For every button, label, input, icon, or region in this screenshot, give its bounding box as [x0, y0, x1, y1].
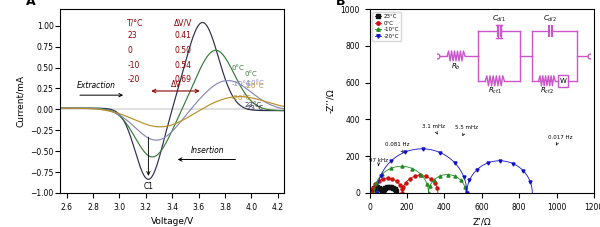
Text: A: A	[26, 0, 36, 8]
-10°C	[463, 192, 470, 194]
Text: 3.1 mHz: 3.1 mHz	[422, 123, 445, 134]
23°C	[379, 190, 386, 192]
Line: 23°C: 23°C	[370, 185, 397, 195]
Line: 0°C: 0°C	[371, 174, 439, 195]
Text: 97 kHz: 97 kHz	[369, 158, 388, 165]
23°C	[375, 186, 382, 189]
0°C	[400, 186, 407, 189]
-20°C	[405, 149, 412, 152]
0°C	[434, 192, 442, 194]
Text: 23: 23	[127, 31, 137, 40]
-20°C	[511, 163, 518, 165]
Text: 0.081 Hz: 0.081 Hz	[385, 142, 410, 152]
-20°C	[374, 192, 381, 194]
Text: 0.54: 0.54	[175, 61, 191, 69]
Text: 0: 0	[127, 46, 132, 55]
Text: 0°C: 0°C	[232, 65, 244, 71]
Y-axis label: Current/mA: Current/mA	[16, 75, 25, 127]
Text: -10°C: -10°C	[232, 81, 251, 87]
Line: -20°C: -20°C	[376, 147, 534, 195]
Text: T/°C: T/°C	[127, 18, 143, 27]
Text: Extraction: Extraction	[77, 81, 116, 90]
Text: 0.41: 0.41	[175, 31, 191, 40]
23°C	[368, 192, 375, 194]
0°C	[424, 176, 431, 179]
Text: -10°C: -10°C	[245, 80, 265, 86]
23°C	[386, 185, 393, 188]
0°C	[406, 178, 413, 180]
Text: ΔV: ΔV	[171, 80, 181, 89]
Line: -10°C: -10°C	[373, 165, 467, 195]
0°C	[416, 174, 424, 177]
Text: 0°C: 0°C	[245, 71, 257, 77]
Text: -10: -10	[127, 61, 140, 69]
23°C	[392, 190, 399, 192]
Text: -20: -20	[127, 75, 140, 84]
23°C	[392, 192, 400, 194]
0°C	[434, 187, 441, 190]
-10°C	[371, 192, 378, 194]
-20°C	[430, 149, 437, 152]
0°C	[369, 192, 376, 194]
0°C	[387, 177, 394, 180]
Text: 5.5 mHz: 5.5 mHz	[455, 125, 478, 136]
-10°C	[405, 166, 412, 168]
23°C	[372, 186, 379, 189]
Text: Insertion: Insertion	[191, 146, 224, 155]
-20°C	[527, 183, 535, 185]
Text: 23°C: 23°C	[246, 105, 263, 111]
23°C	[382, 187, 389, 189]
-10°C	[397, 165, 404, 168]
-20°C	[529, 192, 536, 194]
-10°C	[433, 177, 440, 179]
-20°C	[418, 148, 425, 150]
X-axis label: Z’/Ω: Z’/Ω	[473, 217, 491, 226]
Text: C1: C1	[143, 182, 154, 191]
Text: -20°C: -20°C	[245, 83, 265, 89]
Text: 0.50: 0.50	[175, 46, 191, 55]
Text: 0.017 Hz: 0.017 Hz	[548, 135, 572, 145]
0°C	[379, 178, 386, 180]
Legend: 23°C, 0°C, -10°C, -20°C: 23°C, 0°C, -10°C, -20°C	[373, 12, 401, 41]
23°C	[389, 186, 396, 189]
Text: B: B	[336, 0, 346, 8]
Text: ΔV/V: ΔV/V	[175, 18, 193, 27]
-20°C	[466, 180, 473, 183]
-10°C	[452, 175, 459, 178]
X-axis label: Voltage/V: Voltage/V	[151, 217, 194, 226]
Text: 23°C: 23°C	[245, 102, 262, 108]
-10°C	[390, 166, 397, 169]
Text: 0.69: 0.69	[175, 75, 191, 84]
-20°C	[477, 165, 484, 168]
-10°C	[461, 187, 469, 189]
Y-axis label: -Z’’/Ω: -Z’’/Ω	[326, 89, 335, 113]
-10°C	[426, 185, 433, 188]
Text: -20°C: -20°C	[232, 95, 251, 101]
